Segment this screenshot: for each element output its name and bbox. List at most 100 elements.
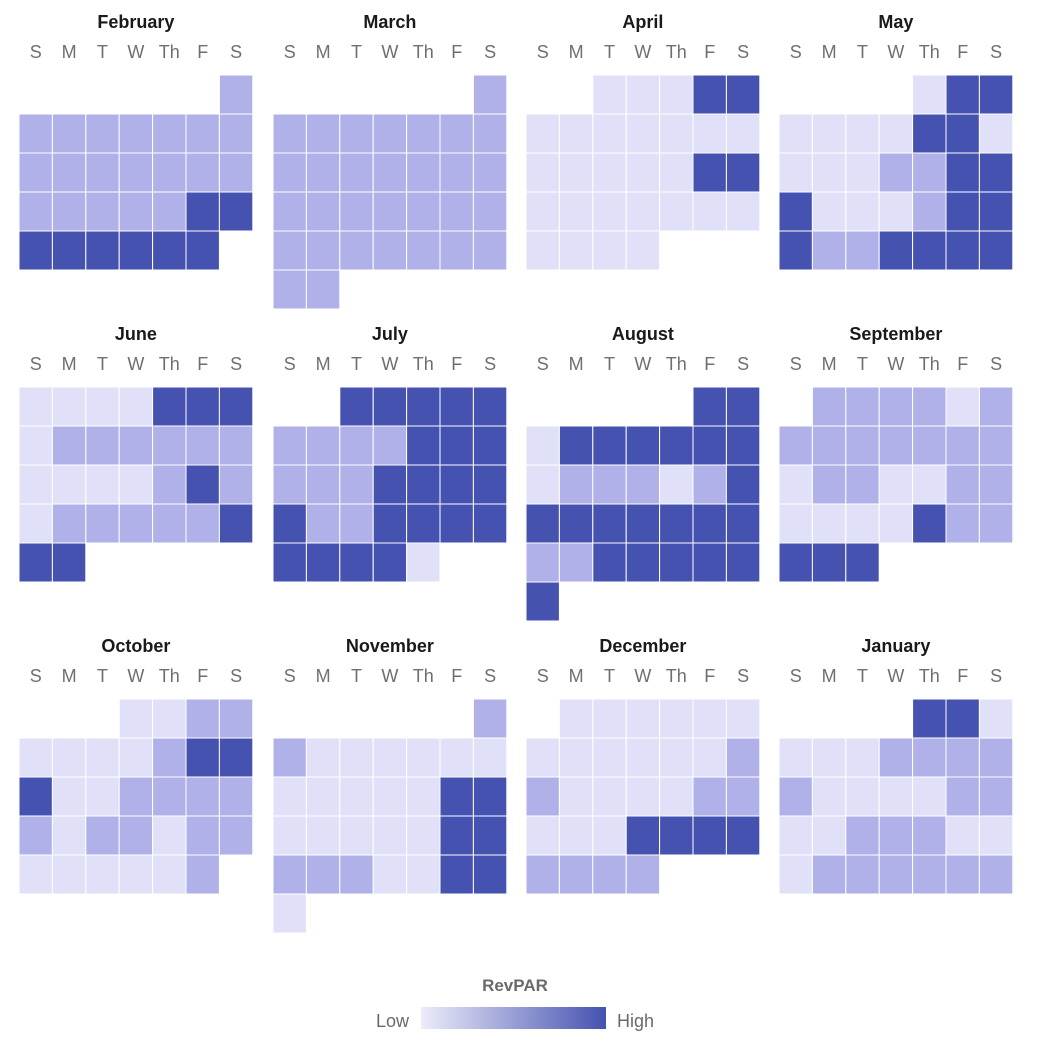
- day-cell-june-29: [18, 542, 53, 583]
- day-cell-september-17: [878, 464, 914, 505]
- day-cell-march-26: [372, 230, 408, 271]
- day-cell-september-28: [778, 542, 813, 583]
- day-cell-december-21: [525, 815, 560, 856]
- day-cell-august-25: [558, 542, 594, 583]
- day-cell-may-16: [945, 152, 980, 193]
- day-cell-january-7: [878, 737, 914, 778]
- weekday-label-wed: W: [634, 42, 651, 62]
- day-cell-january-23: [945, 815, 980, 856]
- day-cell-august-13: [625, 464, 661, 505]
- day-cell-may-11: [778, 152, 813, 193]
- day-cell-august-26: [592, 542, 627, 583]
- day-cell-february-2: [18, 113, 53, 154]
- day-cell-august-1: [692, 386, 727, 427]
- day-cell-february-28: [185, 230, 220, 271]
- day-cell-november-30: [272, 893, 307, 934]
- day-cell-october-10: [185, 737, 220, 778]
- day-cell-september-25: [912, 503, 947, 544]
- weekday-label-wed: W: [127, 42, 144, 62]
- month-title-december: December: [599, 636, 686, 656]
- day-cell-december-25: [659, 815, 694, 856]
- day-cell-september-16: [845, 464, 880, 505]
- day-cell-november-28: [439, 854, 474, 895]
- legend-low-label: Low: [376, 1011, 410, 1031]
- day-cell-february-6: [152, 113, 187, 154]
- day-cell-june-23: [51, 503, 87, 544]
- day-cell-january-19: [811, 815, 847, 856]
- day-cell-august-21: [659, 503, 694, 544]
- weekday-label-tue: T: [604, 42, 615, 62]
- day-cell-october-2: [152, 698, 187, 739]
- day-cell-october-23: [152, 815, 187, 856]
- weekday-label-mon: M: [316, 666, 331, 686]
- day-cell-january-11: [778, 776, 813, 817]
- day-cell-june-5: [152, 386, 187, 427]
- day-cell-january-25: [778, 854, 813, 895]
- day-cell-september-2: [845, 386, 880, 427]
- day-cell-july-6: [272, 425, 307, 466]
- day-cell-october-13: [51, 776, 87, 817]
- day-cell-october-18: [218, 776, 254, 817]
- day-cell-january-29: [912, 854, 947, 895]
- day-cell-may-1: [912, 74, 947, 115]
- day-cell-december-12: [692, 737, 727, 778]
- day-cell-november-12: [372, 776, 408, 817]
- day-cell-january-4: [778, 737, 813, 778]
- weekday-label-fri: F: [957, 666, 968, 686]
- day-cell-april-14: [558, 152, 594, 193]
- day-cell-june-22: [18, 503, 53, 544]
- weekday-label-tue: T: [97, 42, 108, 62]
- day-cell-march-14: [439, 152, 474, 193]
- day-cell-march-24: [305, 230, 341, 271]
- weekday-label-tue: T: [97, 666, 108, 686]
- day-cell-october-15: [118, 776, 154, 817]
- day-cell-september-5: [945, 386, 980, 427]
- weekday-label-sun: S: [790, 354, 802, 374]
- day-cell-may-9: [945, 113, 980, 154]
- month-title-january: January: [861, 636, 930, 656]
- weekday-label-tue: T: [604, 666, 615, 686]
- day-cell-april-3: [659, 74, 694, 115]
- day-cell-july-22: [339, 503, 374, 544]
- day-cell-april-16: [625, 152, 661, 193]
- day-cell-april-19: [725, 152, 761, 193]
- weekday-label-sat: S: [230, 354, 242, 374]
- legend: RevPAR Low High: [376, 976, 654, 1031]
- day-cell-august-23: [725, 503, 761, 544]
- day-cell-april-23: [625, 191, 661, 232]
- day-cell-november-19: [372, 815, 408, 856]
- day-cell-january-26: [811, 854, 847, 895]
- day-cell-august-15: [692, 464, 727, 505]
- day-cell-december-8: [558, 737, 594, 778]
- day-cell-february-7: [185, 113, 220, 154]
- day-cell-june-28: [218, 503, 254, 544]
- day-cell-april-25: [692, 191, 727, 232]
- day-cell-march-13: [406, 152, 441, 193]
- day-cell-march-11: [339, 152, 374, 193]
- day-cell-september-12: [945, 425, 980, 466]
- day-cell-august-14: [659, 464, 694, 505]
- day-cell-may-28: [878, 230, 914, 271]
- day-cell-february-21: [185, 191, 220, 232]
- day-cell-february-25: [85, 230, 120, 271]
- day-cell-may-14: [878, 152, 914, 193]
- day-cell-november-23: [272, 854, 307, 895]
- weekday-label-fri: F: [451, 42, 462, 62]
- day-cell-december-3: [625, 698, 661, 739]
- day-cell-june-10: [85, 425, 120, 466]
- weekday-label-sat: S: [484, 354, 496, 374]
- day-cell-november-26: [372, 854, 408, 895]
- day-cell-march-5: [372, 113, 408, 154]
- day-cell-june-7: [218, 386, 254, 427]
- day-cell-august-3: [525, 425, 560, 466]
- day-cell-january-10: [978, 737, 1014, 778]
- day-cell-february-15: [218, 152, 254, 193]
- day-cell-october-4: [218, 698, 254, 739]
- day-cell-march-3: [305, 113, 341, 154]
- day-cell-december-13: [725, 737, 761, 778]
- day-cell-may-18: [778, 191, 813, 232]
- day-cell-july-8: [339, 425, 374, 466]
